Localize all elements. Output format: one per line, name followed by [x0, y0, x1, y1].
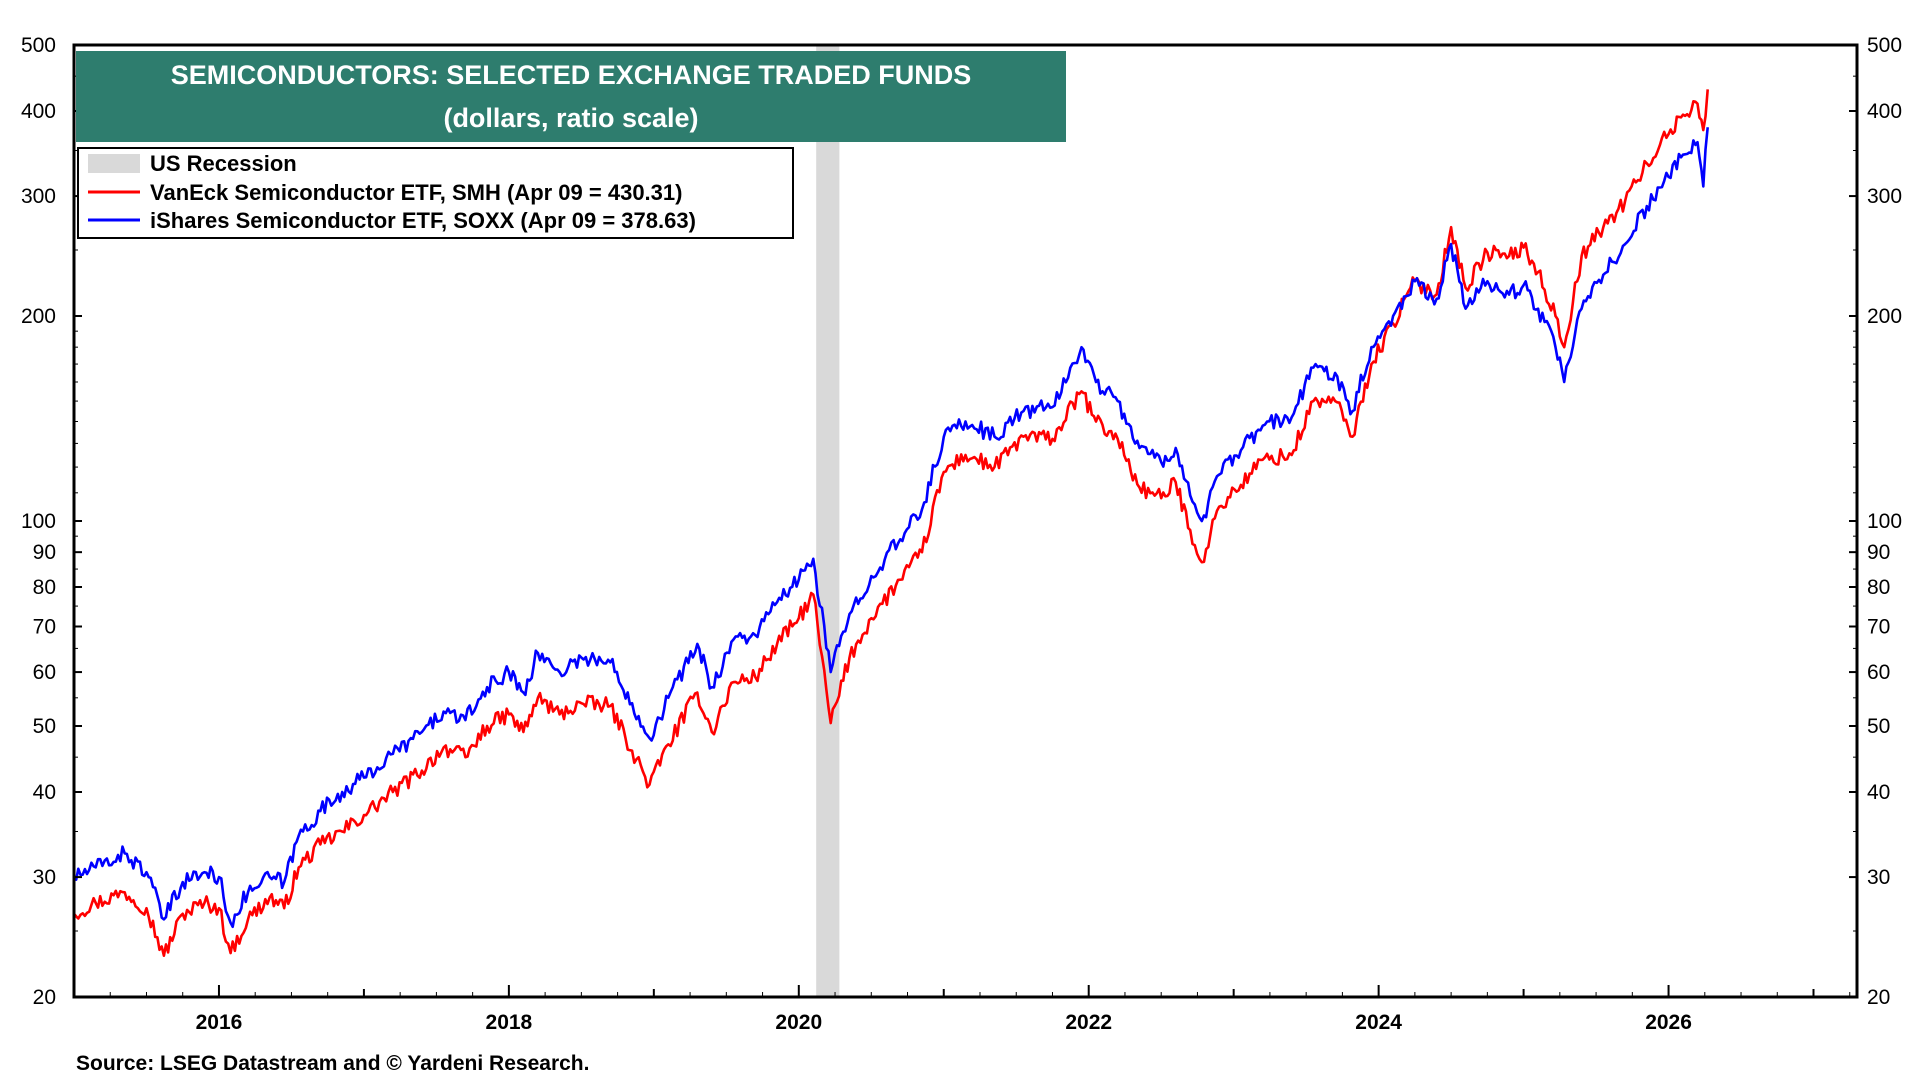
y-axis-ticks: 20 20 30 30 40 40 50 50 60 60 70 70 80 80 90 90 100 100 20… — [21, 34, 1902, 1009]
y-tick-label-right: 400 — [1867, 100, 1902, 123]
y-tick-label-right: 40 — [1867, 781, 1890, 804]
y-tick-label-left: 70 — [33, 615, 56, 638]
y-tick-label-left: 40 — [33, 781, 56, 804]
y-tick-label-right: 50 — [1867, 715, 1890, 738]
series-layer — [73, 89, 1709, 957]
legend-box — [77, 147, 794, 239]
x-tick-label: 2024 — [1355, 1011, 1402, 1034]
y-tick-label-right: 20 — [1867, 986, 1890, 1009]
y-tick-label-left: 200 — [21, 305, 56, 328]
y-tick-label-left: 400 — [21, 100, 56, 123]
y-tick-label-left: 90 — [33, 541, 56, 564]
series-line-soxx — [73, 127, 1709, 929]
legend-recession-label: US Recession — [150, 151, 297, 176]
y-tick-label-right: 90 — [1867, 541, 1890, 564]
source-note: Source: LSEG Datastream and © Yardeni Re… — [76, 1052, 589, 1075]
legend-smh-label: VanEck Semiconductor ETF, SMH (Apr 09 = … — [150, 180, 682, 205]
y-tick-label-right: 30 — [1867, 866, 1890, 889]
recession-band — [816, 45, 840, 997]
y-tick-label-left: 500 — [21, 34, 56, 57]
y-tick-label-left: 60 — [33, 661, 56, 684]
chart-subtitle: (dollars, ratio scale) — [443, 103, 698, 133]
y-tick-label-right: 60 — [1867, 661, 1890, 684]
y-tick-label-left: 20 — [33, 986, 56, 1009]
legend-soxx-label: iShares Semiconductor ETF, SOXX (Apr 09 … — [150, 208, 696, 233]
x-tick-label: 2018 — [486, 1011, 533, 1034]
y-tick-label-right: 100 — [1867, 510, 1902, 533]
x-tick-label: 2020 — [775, 1011, 822, 1034]
y-tick-label-right: 200 — [1867, 305, 1902, 328]
y-tick-label-right: 500 — [1867, 34, 1902, 57]
title-box: SEMICONDUCTORS: SELECTED EXCHANGE TRADED… — [76, 51, 1066, 142]
x-tick-label: 2022 — [1065, 1011, 1112, 1034]
y-tick-label-left: 30 — [33, 866, 56, 889]
x-axis-ticks: 2016 2018 2020 2022 2024 2026 — [73, 985, 1851, 1034]
recession-band-layer — [816, 45, 840, 997]
series-line-smh — [73, 89, 1709, 957]
y-tick-label-left: 80 — [33, 576, 56, 599]
y-tick-label-left: 100 — [21, 510, 56, 533]
x-tick-label: 2016 — [196, 1011, 243, 1034]
y-tick-label-right: 300 — [1867, 185, 1902, 208]
legend-recession-swatch — [88, 154, 140, 173]
y-tick-label-left: 50 — [33, 715, 56, 738]
y-tick-label-left: 300 — [21, 185, 56, 208]
legend: US Recession VanEck Semiconductor ETF, S… — [77, 147, 794, 239]
x-tick-label: 2026 — [1645, 1011, 1692, 1034]
chart-title: SEMICONDUCTORS: SELECTED EXCHANGE TRADED… — [171, 60, 972, 90]
title-background — [76, 51, 1066, 142]
y-tick-label-right: 70 — [1867, 615, 1890, 638]
y-tick-label-right: 80 — [1867, 576, 1890, 599]
